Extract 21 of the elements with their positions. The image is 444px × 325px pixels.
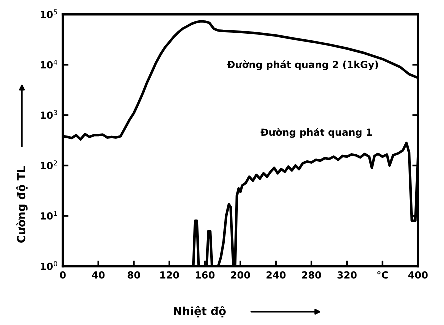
series-label: Đường phát quang 2 (1kGy) bbox=[227, 60, 378, 70]
y-tick-label: 10$^{5}$ bbox=[41, 10, 58, 18]
x-tick-label: 320 bbox=[338, 272, 357, 279]
x-tick-label: 200 bbox=[231, 272, 250, 279]
x-tick-label: 80 bbox=[128, 272, 140, 279]
y-tick-label: 10$^{0}$ bbox=[41, 261, 58, 270]
x-tick-label: 240 bbox=[266, 272, 286, 279]
y-axis-title: Cường độ TL bbox=[16, 166, 28, 243]
y-tick-label: 10$^{4}$ bbox=[41, 60, 58, 69]
x-tick-label: 400 bbox=[408, 272, 428, 279]
x-tick-label: °C bbox=[378, 271, 388, 279]
y-tick-label: 10$^{2}$ bbox=[41, 160, 58, 170]
x-axis-title: Nhiệt độ bbox=[174, 306, 226, 318]
x-tick-label: 280 bbox=[302, 272, 322, 279]
x-tick-label: 0 bbox=[60, 272, 66, 279]
x-tick-label: 160 bbox=[196, 272, 215, 279]
x-tick-label: 40 bbox=[92, 272, 105, 279]
series-label: Đường phát quang 1 bbox=[260, 128, 372, 138]
x-tick-label: 120 bbox=[160, 272, 180, 279]
y-tick-label: 10$^{1}$ bbox=[41, 211, 58, 220]
y-tick-label: 10$^{3}$ bbox=[41, 110, 58, 120]
